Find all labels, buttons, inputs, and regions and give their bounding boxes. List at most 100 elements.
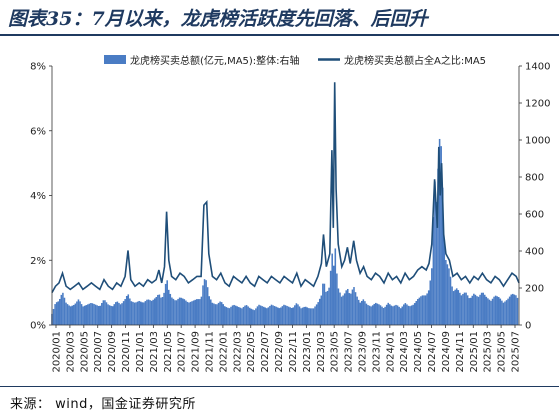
bar: [441, 187, 444, 325]
bar: [421, 295, 424, 325]
left-tick-label: 0%: [30, 321, 46, 332]
bar: [468, 298, 470, 325]
bar: [62, 292, 64, 325]
bar: [508, 296, 511, 325]
bar: [485, 296, 488, 325]
left-tick-label: 6%: [30, 126, 46, 137]
bar: [150, 300, 153, 325]
bar: [308, 308, 310, 325]
bar: [452, 291, 455, 325]
bar: [224, 306, 226, 325]
bar: [493, 296, 495, 325]
bar: [440, 146, 442, 325]
bar: [455, 288, 458, 325]
figure-title: 图表35：7月以来，龙虎榜活跃度先回落、后回升: [8, 8, 428, 30]
bar: [167, 289, 170, 325]
bar: [68, 305, 70, 325]
bar: [342, 295, 344, 325]
bar: [334, 248, 337, 325]
bar: [87, 304, 89, 325]
bar: [220, 302, 223, 325]
bar: [434, 181, 436, 325]
bar: [446, 264, 449, 325]
x-tick-label: 2023/09: [358, 331, 369, 373]
bar: [183, 299, 186, 325]
x-tick-label: 2022/11: [288, 331, 299, 373]
bar: [267, 307, 270, 325]
line-series: [51, 82, 520, 293]
bar: [326, 290, 329, 325]
bar: [153, 298, 156, 325]
bar: [202, 285, 204, 325]
bar: [236, 306, 239, 325]
x-tick-label: 2022/03: [232, 331, 243, 373]
bar: [233, 304, 235, 325]
bar: [213, 303, 215, 325]
bar: [73, 304, 75, 325]
bar: [329, 270, 332, 325]
bar: [129, 298, 131, 325]
bar: [241, 308, 243, 325]
bar: [496, 296, 498, 325]
x-tick-label: 2025/01: [469, 331, 480, 373]
bar: [79, 301, 81, 325]
bar: [273, 306, 276, 325]
bar: [323, 283, 326, 325]
bar: [443, 239, 446, 325]
bar: [164, 283, 167, 325]
x-tick-label: 2024/01: [385, 331, 396, 373]
bar: [185, 300, 187, 325]
bar: [292, 307, 295, 325]
x-tick-label: 2025/07: [511, 331, 522, 373]
x-tick-label: 2025/03: [483, 331, 494, 373]
x-tick-label: 2020/09: [107, 331, 118, 373]
bar: [401, 306, 404, 325]
bar: [367, 305, 369, 325]
bar: [449, 276, 452, 325]
bar: [65, 302, 67, 325]
bar: [52, 308, 55, 325]
bar: [203, 279, 206, 325]
bar: [362, 299, 365, 325]
bar: [74, 303, 77, 325]
x-tick-label: 2020/05: [79, 331, 90, 373]
bar: [275, 306, 277, 325]
bar: [82, 306, 84, 325]
bar: [88, 303, 91, 325]
bar: [71, 305, 74, 325]
bar: [457, 290, 460, 325]
bar: [438, 138, 441, 325]
bar: [314, 306, 316, 325]
bar: [155, 296, 158, 325]
bar: [158, 294, 161, 325]
x-tick-label: 2024/03: [399, 331, 410, 373]
bar: [399, 308, 402, 325]
bar: [55, 302, 58, 325]
bar: [502, 302, 505, 325]
bar: [261, 306, 263, 325]
bar: [231, 305, 234, 325]
bar: [429, 280, 432, 325]
bar: [298, 306, 301, 325]
bar: [96, 305, 98, 325]
bar: [364, 301, 366, 325]
bar: [255, 308, 257, 325]
bar: [294, 305, 296, 325]
bar: [94, 304, 97, 325]
bar: [497, 297, 500, 325]
legend-bar-label: 龙虎榜买卖总额(亿元,MA5):整体:右轴: [130, 54, 300, 67]
bar: [76, 301, 78, 325]
bar: [188, 302, 190, 325]
x-tick-label: 2020/03: [65, 331, 76, 373]
left-tick-label: 2%: [30, 256, 46, 267]
axes: [51, 66, 520, 326]
x-tick-label: 2022/09: [274, 331, 285, 373]
x-tick-label: 2023/05: [330, 331, 341, 373]
bar: [122, 301, 125, 325]
bar: [392, 306, 394, 325]
x-axis-ticks: 2020/01 2020/03 2020/05 2020/07 2020/09 2020/…: [52, 325, 522, 373]
bar: [368, 305, 371, 325]
x-tick-label: 2022/07: [260, 331, 271, 373]
bar: [487, 298, 489, 325]
bar: [395, 304, 397, 325]
